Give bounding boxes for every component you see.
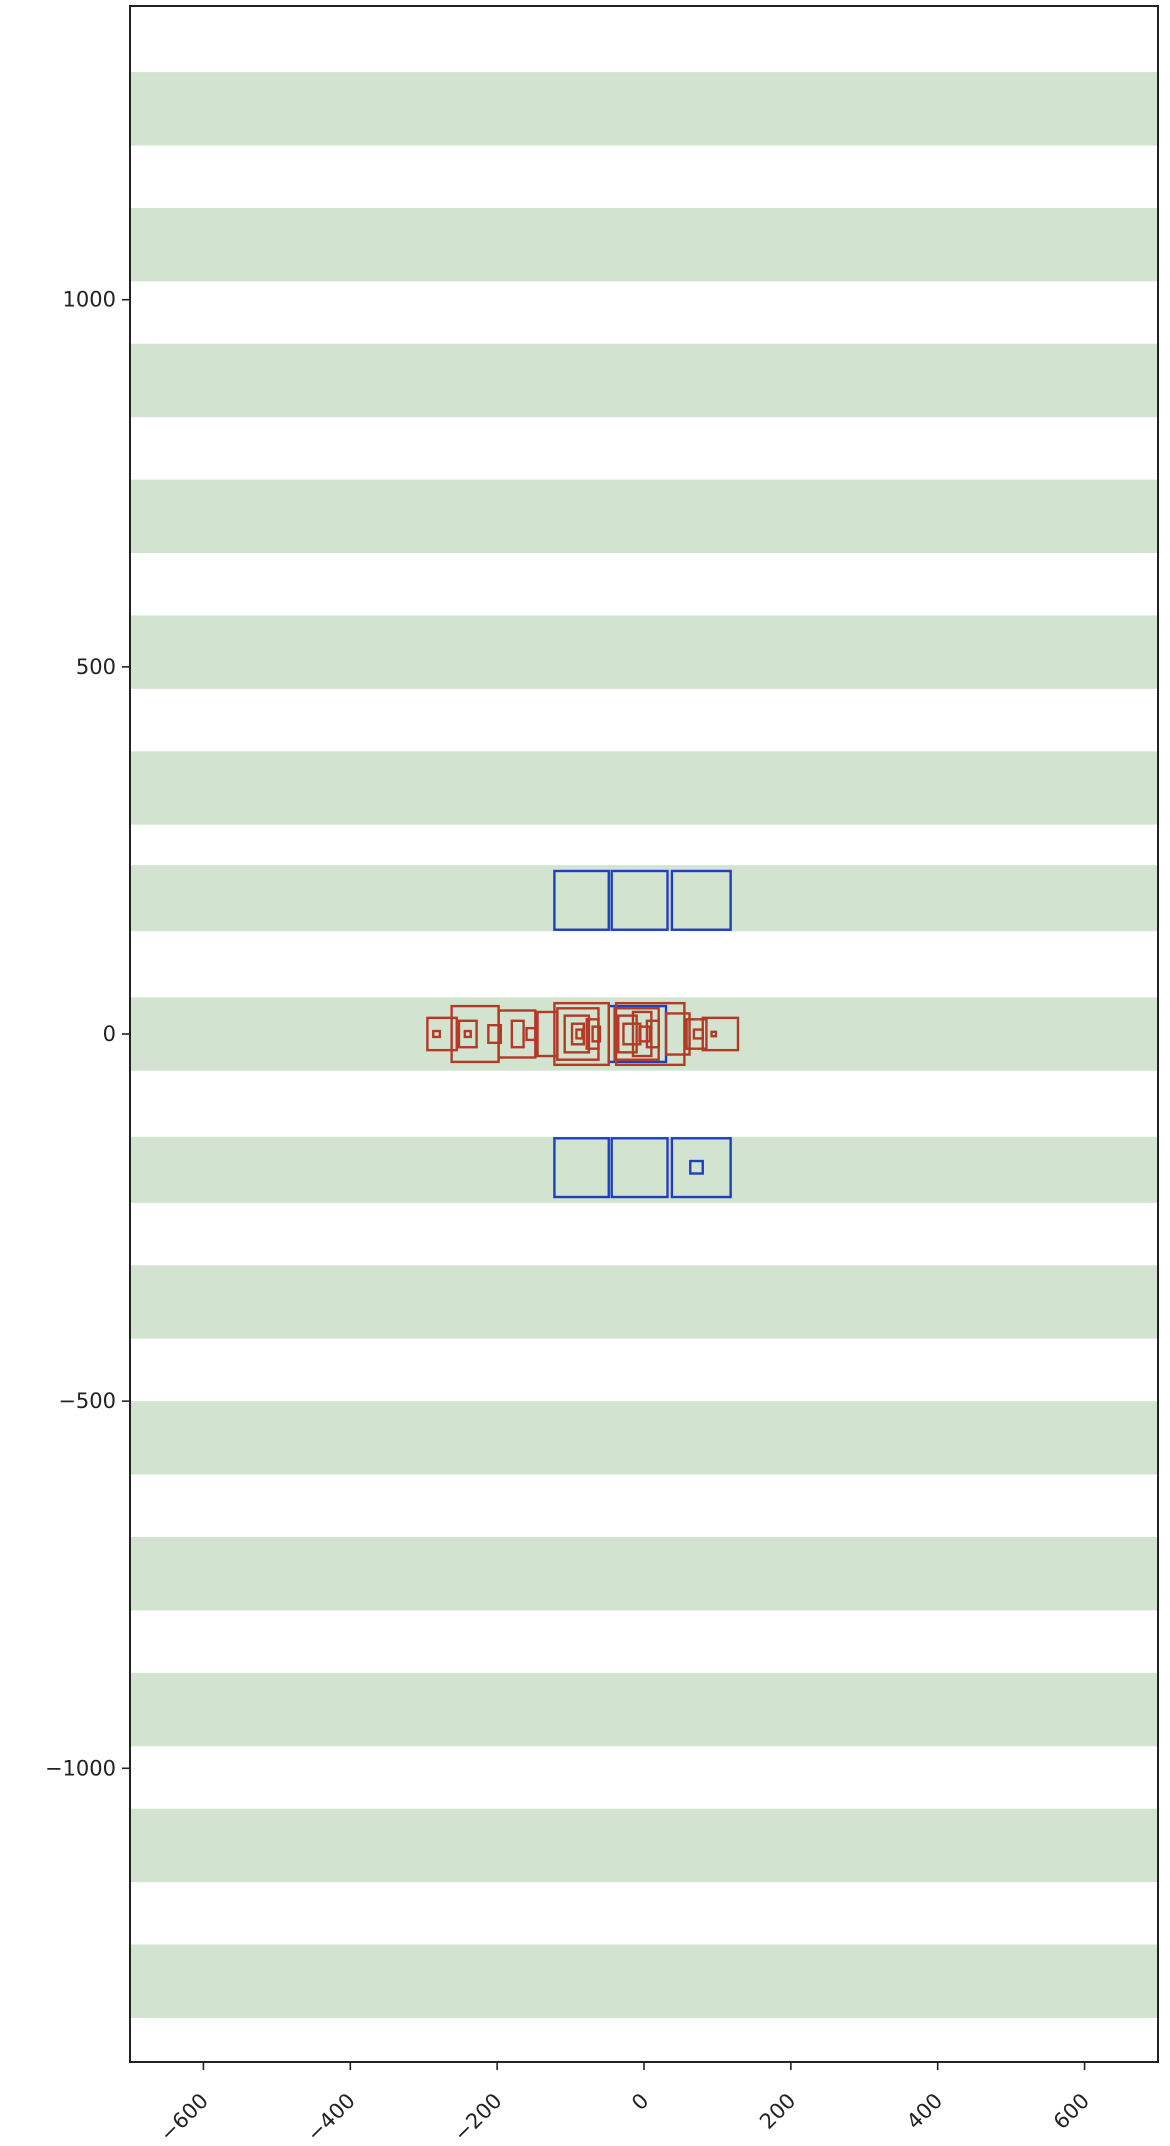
data-rectangle bbox=[426, 1016, 458, 1052]
x-tick-label: 600 bbox=[1049, 2089, 1094, 2134]
data-rectangle bbox=[487, 1023, 503, 1045]
x-tick-label: −200 bbox=[449, 2089, 507, 2146]
y-tick-label: −1000 bbox=[45, 1756, 116, 1780]
data-rectangle bbox=[614, 1001, 686, 1067]
data-rectangle bbox=[610, 869, 669, 931]
data-rectangle bbox=[591, 1025, 602, 1043]
data-rectangle bbox=[525, 1026, 537, 1042]
data-rectangle bbox=[631, 1010, 653, 1058]
background-band bbox=[130, 1944, 1158, 2018]
data-rectangle bbox=[610, 1137, 669, 1199]
x-tick-label: 400 bbox=[902, 2089, 947, 2134]
data-rectangle bbox=[432, 1029, 442, 1039]
background-band bbox=[130, 1265, 1158, 1339]
data-rectangle bbox=[617, 1014, 638, 1054]
data-rectangle bbox=[701, 1016, 740, 1052]
background-bands bbox=[130, 72, 1158, 2018]
background-band bbox=[130, 1672, 1158, 1747]
background-band bbox=[130, 207, 1158, 282]
data-rectangle bbox=[689, 1159, 704, 1175]
data-rectangle bbox=[570, 1022, 585, 1046]
background-band bbox=[130, 479, 1158, 554]
data-rectangle bbox=[710, 1030, 718, 1038]
data-rectangle bbox=[563, 1014, 591, 1054]
y-tick-label: 500 bbox=[76, 655, 116, 679]
data-rectangles bbox=[426, 869, 740, 1199]
background-band bbox=[130, 343, 1158, 418]
data-rectangle bbox=[638, 1025, 652, 1043]
x-tick-label: 200 bbox=[755, 2089, 800, 2134]
data-rectangle bbox=[457, 1019, 478, 1049]
background-band bbox=[130, 1401, 1158, 1475]
y-tick-label: −500 bbox=[58, 1389, 116, 1413]
data-rectangle bbox=[585, 1018, 600, 1050]
data-rectangle bbox=[664, 1012, 691, 1056]
background-band bbox=[130, 751, 1158, 825]
data-rectangle bbox=[575, 1028, 584, 1040]
x-axis: −600 −400 −200 0 200 400 600 bbox=[155, 2062, 1094, 2146]
y-axis: 1000 500 0 −500 −1000 bbox=[45, 288, 130, 1780]
data-rectangle bbox=[553, 869, 610, 931]
data-rectangle bbox=[463, 1029, 472, 1039]
y-tick-label: 1000 bbox=[63, 288, 116, 312]
data-rectangle bbox=[685, 1018, 708, 1050]
background-band bbox=[130, 997, 1158, 1071]
background-band bbox=[130, 1536, 1158, 1611]
background-band bbox=[130, 72, 1158, 146]
background-band bbox=[130, 865, 1158, 932]
data-rectangle bbox=[553, 1137, 610, 1199]
data-rectangle bbox=[645, 1019, 660, 1049]
background-band bbox=[130, 1136, 1158, 1203]
data-rectangle bbox=[510, 1019, 525, 1049]
x-tick-label: 0 bbox=[627, 2089, 653, 2115]
data-rectangle bbox=[670, 1137, 732, 1199]
x-tick-label: −400 bbox=[302, 2089, 360, 2146]
background-band bbox=[130, 615, 1158, 689]
data-rectangle bbox=[670, 869, 732, 931]
x-tick-label: −600 bbox=[155, 2089, 213, 2146]
background-band bbox=[130, 1808, 1158, 1883]
y-tick-label: 0 bbox=[103, 1022, 116, 1046]
data-rectangle bbox=[553, 1001, 610, 1067]
